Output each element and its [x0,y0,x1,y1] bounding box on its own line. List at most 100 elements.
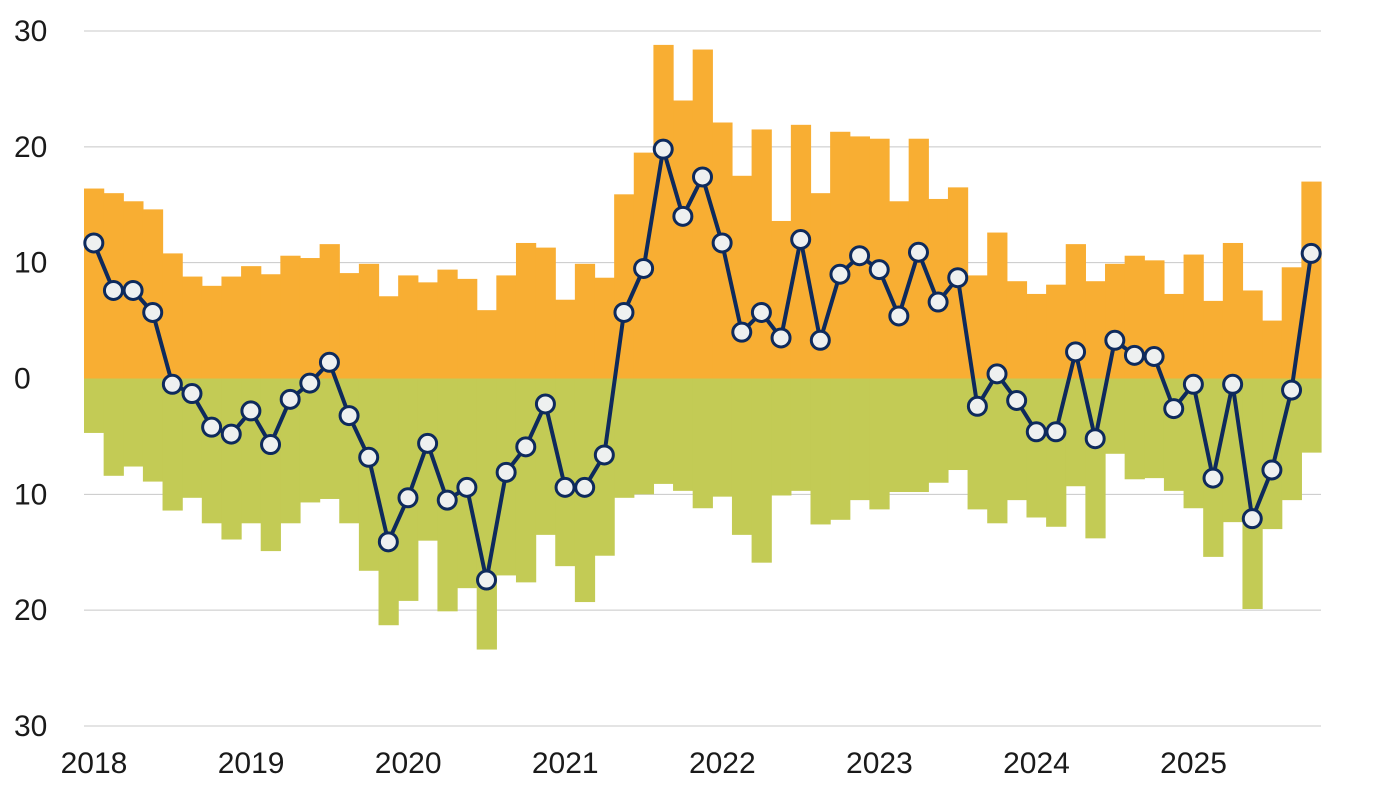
bar-positive-58 [1222,242,1244,379]
bar-positive-13 [339,273,360,379]
line-point-35 [770,327,792,349]
line-point-53 [1123,344,1145,366]
line-point-48 [1025,421,1047,443]
line-point-8 [240,400,262,422]
line-point-31 [692,166,713,188]
line-point-20 [476,569,498,591]
bar-positive-8 [241,266,262,379]
bar-positive-31 [692,49,713,379]
bar-negative-8 [241,378,262,524]
line-point-15 [377,531,399,553]
bar-negative-50 [1065,378,1086,487]
bar-negative-53 [1124,378,1145,480]
bar-negative-59 [1242,378,1263,610]
line-point-34 [750,301,772,323]
bar-positive-43 [928,198,949,379]
line-point-51 [1084,428,1106,450]
bar-negative-35 [771,378,792,496]
line-point-39 [849,245,871,267]
bar-negative-11 [299,378,321,503]
bar-negative-0 [84,378,105,433]
line-point-57 [1202,467,1224,489]
line-point-26 [593,444,615,466]
bar-positive-14 [358,263,380,379]
bar-positive-17 [417,282,439,379]
line-point-54 [1143,345,1165,367]
bar-positive-26 [594,277,615,379]
line-point-1 [102,279,124,301]
line-point-11 [299,372,321,394]
bar-negative-29 [653,378,674,484]
line-point-16 [397,487,419,509]
line-point-61 [1281,379,1303,401]
bar-positive-24 [555,299,576,379]
bar-negative-7 [221,378,242,540]
line-point-60 [1261,459,1283,481]
bar-negative-40 [869,378,890,510]
bar-positive-62 [1301,181,1322,379]
bar-negative-52 [1105,378,1126,454]
bar-positive-51 [1085,281,1106,379]
bar-positive-6 [201,285,223,379]
bar-positive-18 [437,269,458,379]
bar-positive-12 [319,244,340,379]
line-point-40 [868,259,890,281]
x-tick-label: 2023 [846,747,913,780]
bar-negative-54 [1144,378,1165,479]
bar-positive-61 [1281,267,1302,379]
line-point-50 [1065,341,1087,363]
bar-negative-33 [731,378,753,535]
line-point-4 [161,373,183,395]
line-point-38 [829,263,851,285]
line-point-49 [1045,421,1067,443]
line-point-37 [809,329,831,351]
bar-negative-36 [790,378,812,491]
x-tick-label: 2024 [1003,747,1070,780]
bar-negative-3 [142,378,164,482]
line-point-22 [515,436,537,458]
y-tick-label: 0 [14,363,31,396]
bar-negative-28 [633,378,655,495]
bar-positive-48 [1026,293,1047,379]
y-tick-label: 10 [14,478,47,511]
line-point-2 [122,279,144,301]
bar-negative-41 [889,378,910,493]
line-point-12 [318,351,340,373]
line-point-13 [338,405,360,427]
line-point-56 [1182,373,1204,395]
line-point-24 [554,476,576,498]
bar-positive-34 [751,129,772,379]
bar-positive-45 [967,275,988,379]
line-point-3 [142,301,164,323]
line-point-59 [1241,508,1263,530]
line-point-0 [83,232,105,254]
y-tick-label: 30 [14,15,47,48]
bar-negative-20 [476,378,497,650]
bar-positive-7 [221,276,242,379]
bar-positive-30 [673,100,694,379]
line-point-47 [1006,390,1028,412]
x-tick-label: 2022 [689,747,756,780]
bar-negative-38 [830,378,851,520]
line-point-58 [1222,373,1244,395]
bar-negative-46 [987,378,1008,524]
bar-positive-22 [515,242,537,379]
line-point-19 [456,476,478,498]
line-point-46 [986,363,1008,385]
line-point-18 [436,489,458,511]
bar-positive-56 [1183,254,1204,379]
bar-positive-3 [142,209,164,379]
bar-positive-16 [398,275,419,379]
bar-positive-47 [1006,281,1028,379]
line-point-43 [927,291,949,313]
y-axis-labels: 30 20 10 0 10 20 30 [14,15,47,743]
bar-positive-57 [1203,300,1224,379]
line-point-42 [907,241,929,263]
bar-negative-34 [751,378,772,563]
x-axis-labels: 2018 2019 2020 2021 2022 2023 2024 2025 [61,747,1227,780]
bar-positive-5 [182,276,203,379]
line-point-27 [613,301,635,323]
y-tick-label: 30 [14,710,47,743]
bar-negative-42 [908,378,929,493]
